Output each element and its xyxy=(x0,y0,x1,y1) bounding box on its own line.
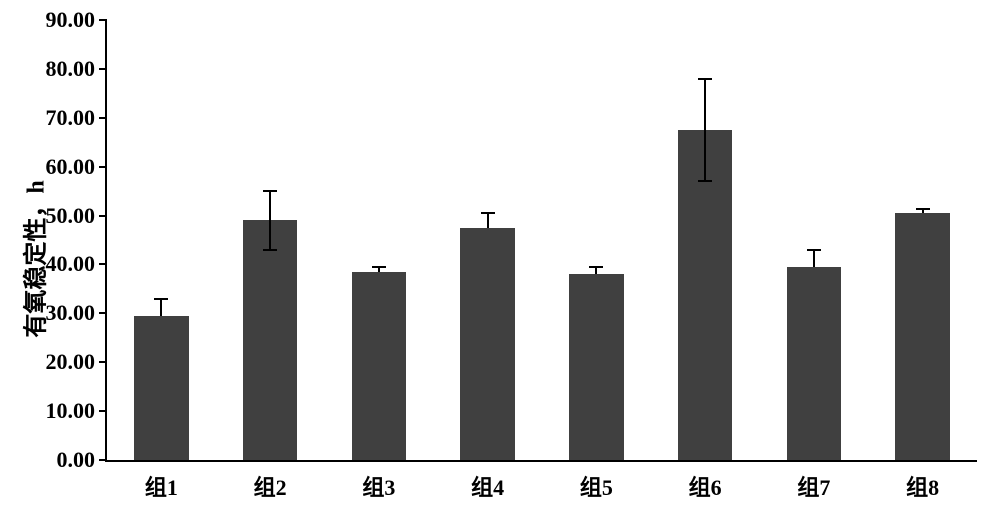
bar xyxy=(460,228,514,460)
y-tick-label: 50.00 xyxy=(46,203,96,229)
error-bar xyxy=(704,79,706,182)
error-cap-top xyxy=(372,266,386,268)
plot-area: 0.0010.0020.0030.0040.0050.0060.0070.008… xyxy=(105,20,977,462)
y-tick-mark xyxy=(99,410,107,412)
y-tick-mark xyxy=(99,459,107,461)
bar xyxy=(895,213,949,460)
error-cap-top xyxy=(807,249,821,251)
error-bar xyxy=(813,250,815,267)
x-category-label: 组7 xyxy=(797,470,830,502)
bar-chart: 有氧稳定性，h 0.0010.0020.0030.0040.0050.0060.… xyxy=(0,0,1000,517)
bar xyxy=(134,316,188,460)
x-category-label: 组3 xyxy=(362,470,395,502)
x-category-label: 组2 xyxy=(254,470,287,502)
y-tick-label: 80.00 xyxy=(46,56,96,82)
error-cap-top xyxy=(916,208,930,210)
bar xyxy=(352,272,406,460)
error-cap-top xyxy=(698,78,712,80)
error-cap-top xyxy=(154,298,168,300)
x-category-label: 组8 xyxy=(906,470,939,502)
y-tick-label: 70.00 xyxy=(46,105,96,131)
x-category-label: 组4 xyxy=(471,470,504,502)
y-tick-label: 60.00 xyxy=(46,154,96,180)
y-tick-mark xyxy=(99,312,107,314)
x-category-label: 组1 xyxy=(145,470,178,502)
error-bar xyxy=(487,213,489,228)
y-tick-label: 10.00 xyxy=(46,398,96,424)
error-cap-top xyxy=(481,212,495,214)
y-axis-title-unit: h xyxy=(24,180,50,193)
error-bar xyxy=(160,299,162,316)
y-tick-mark xyxy=(99,68,107,70)
y-tick-label: 30.00 xyxy=(46,300,96,326)
x-category-label: 组5 xyxy=(580,470,613,502)
y-tick-label: 0.00 xyxy=(57,447,96,473)
error-cap-bottom xyxy=(263,249,277,251)
bar xyxy=(787,267,841,460)
bar xyxy=(243,220,297,460)
bar xyxy=(569,274,623,460)
y-tick-mark xyxy=(99,166,107,168)
error-cap-top xyxy=(263,190,277,192)
error-bar xyxy=(595,267,597,274)
y-tick-mark xyxy=(99,361,107,363)
y-tick-mark xyxy=(99,117,107,119)
y-tick-label: 20.00 xyxy=(46,349,96,375)
error-cap-bottom xyxy=(698,180,712,182)
y-tick-label: 40.00 xyxy=(46,251,96,277)
y-axis-title: 有氧稳定性，h xyxy=(18,0,48,517)
y-tick-mark xyxy=(99,263,107,265)
x-category-label: 组6 xyxy=(689,470,722,502)
y-tick-mark xyxy=(99,19,107,21)
error-bar xyxy=(269,191,271,250)
y-tick-label: 90.00 xyxy=(46,7,96,33)
y-tick-mark xyxy=(99,215,107,217)
error-cap-top xyxy=(589,266,603,268)
